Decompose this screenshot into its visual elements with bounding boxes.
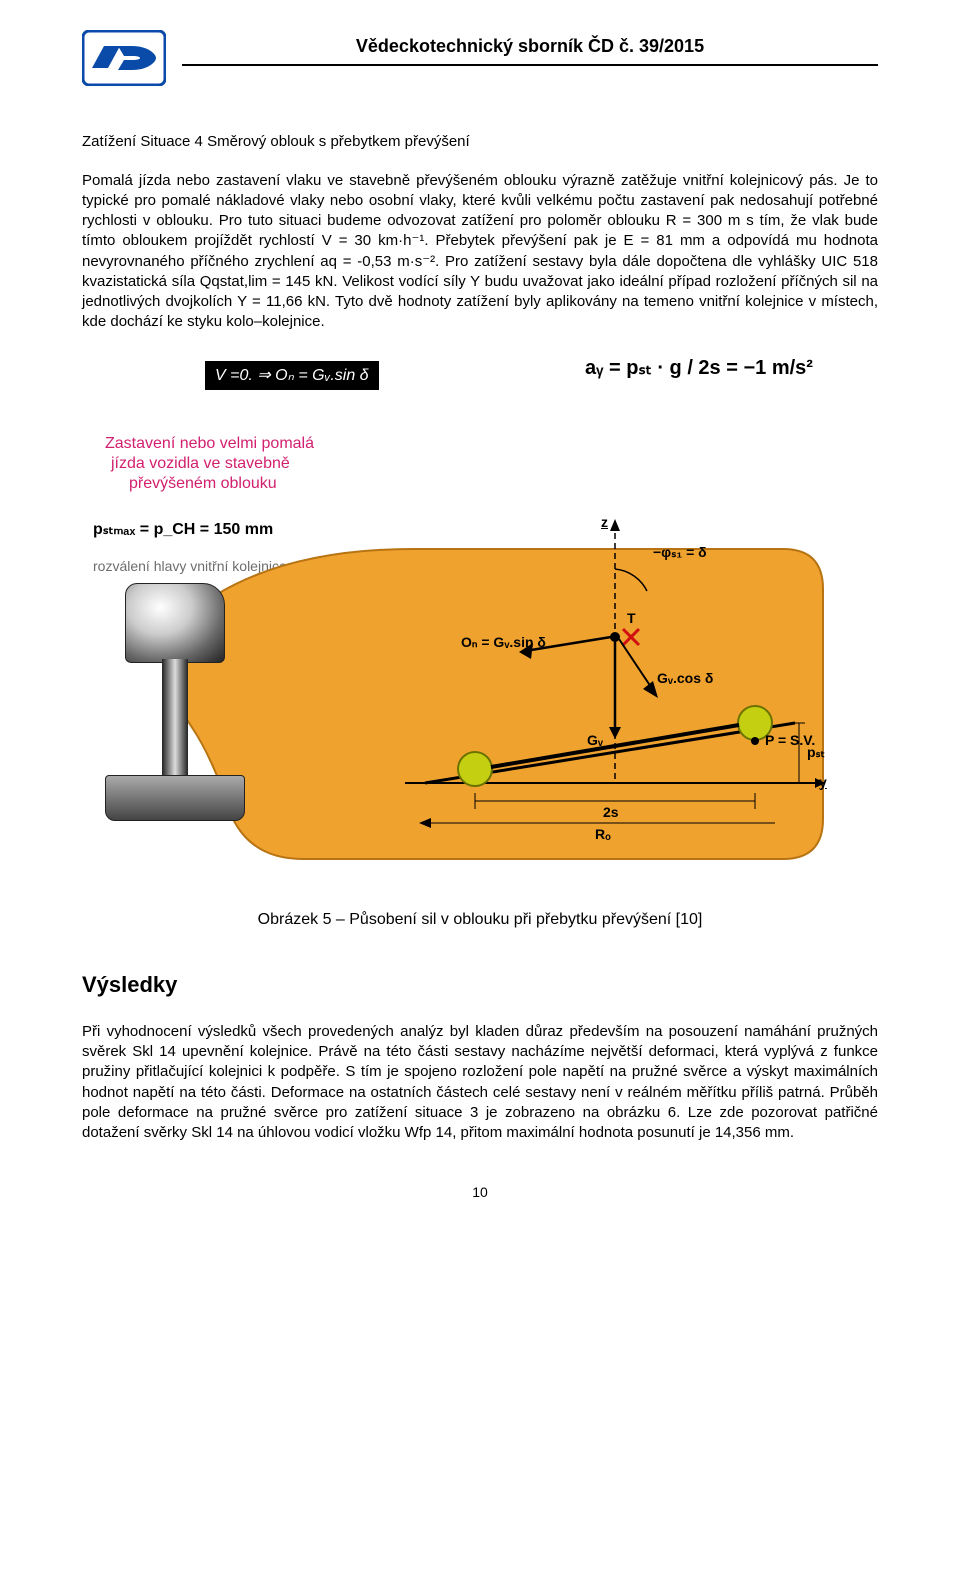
situation-heading: Zatížení Situace 4 Směrový oblouk s přeb… <box>82 132 878 152</box>
body-paragraph-1: Pomalá jízda nebo zastavení vlaku ve sta… <box>82 171 878 333</box>
rail-cross-section <box>105 583 245 853</box>
page-header: Vědeckotechnický sborník ČD č. 39/2015 <box>82 30 878 92</box>
label-Gvcos: Gᵥ.cos δ <box>657 669 713 688</box>
eq-left: V =0. ⇒ Oₙ = Gᵥ.sin δ <box>205 361 379 391</box>
label-phi: −φₛ₁ = δ <box>653 543 707 562</box>
label-Ro: Rₒ <box>595 825 611 844</box>
label-y: y <box>819 773 827 792</box>
figure-5: V =0. ⇒ Oₙ = Gᵥ.sin δ aᵧ = pₛₜ · g / 2s … <box>82 353 878 931</box>
magenta-line-1: Zastavení nebo velmi pomalá <box>105 433 314 455</box>
label-2s: 2s <box>603 803 619 822</box>
label-T: T <box>627 609 636 628</box>
figure-diagram: V =0. ⇒ Oₙ = Gᵥ.sin δ aᵧ = pₛₜ · g / 2s … <box>85 353 875 893</box>
results-heading: Výsledky <box>82 970 878 1000</box>
eq-right: aᵧ = pₛₜ · g / 2s = −1 m/s² <box>585 355 813 382</box>
label-z: z <box>601 513 608 532</box>
wheelset-sketch: −φₛ₁ = δ z T Oₙ = Gᵥ.sin δ Gᵥ.cos δ Gᵥ P… <box>395 483 835 833</box>
label-pst: pₛₜ <box>807 743 825 762</box>
label-Gv: Gᵥ <box>587 731 603 750</box>
figure-5-caption: Obrázek 5 – Působení sil v oblouku při p… <box>82 909 878 931</box>
label-On: Oₙ = Gᵥ.sin δ <box>461 633 546 652</box>
magenta-line-2: jízda vozidla ve stavebně <box>111 453 290 475</box>
cd-logo <box>82 30 166 92</box>
page-number: 10 <box>82 1183 878 1202</box>
body-paragraph-2: Při vyhodnocení výsledků všech provedený… <box>82 1022 878 1144</box>
journal-title: Vědeckotechnický sborník ČD č. 39/2015 <box>182 30 878 66</box>
